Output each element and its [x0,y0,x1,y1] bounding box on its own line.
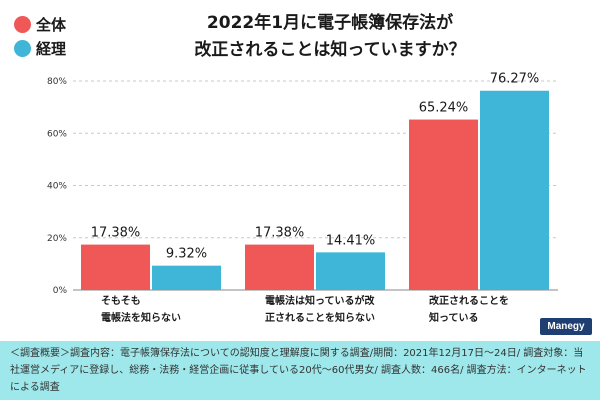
legend-label-accounting: 経理 [36,39,67,58]
data-label: 17.38% [91,226,141,241]
bar [152,265,221,290]
data-label: 76.27% [490,72,540,87]
bar [480,90,549,290]
data-label: 17.38% [255,226,305,241]
bar [316,252,385,290]
x-tick-label: 電帳法は知っているが改 [265,294,375,307]
bar [245,244,314,290]
legend-swatch-overall [14,15,31,33]
x-tick-label: 電帳法を知らない [101,311,181,324]
y-tick-label: 40% [47,182,67,192]
bar [409,119,478,290]
legend-swatch-accounting [14,39,31,57]
y-tick-label: 60% [47,129,67,139]
x-tick-label: 改正されることを [429,294,509,307]
data-label: 14.41% [326,233,376,248]
chart-title-line-2: 改正されることは知っていますか？ [194,40,466,60]
chart-title: 2022年1月に電子帳簿保存法が 改正されることは知っていますか？ [110,10,550,64]
data-label: 65.24% [419,101,469,116]
survey-footer: ＜調査概要＞調査内容：電子帳簿保存法についての認知度と理解度に関する調査/期間：… [0,341,600,400]
x-tick-label: 正されることを知らない [265,311,375,324]
bar-chart: 0% 20% 40% 60% 80% 17.38% 17.38% 65.24% 9.32% 14.… [47,72,558,324]
bar [81,244,150,290]
legend-item-accounting: 経理 [14,36,66,60]
legend: 全体 経理 [14,12,66,60]
x-tick-label: そもそも [101,295,141,307]
legend-label-overall: 全体 [36,15,67,34]
legend-item-overall: 全体 [14,12,66,36]
x-tick-label: 知っている [428,311,479,324]
chart-title-line-1: 2022年1月に電子帳簿保存法が [206,13,454,33]
brand-logo: Manegy [540,318,592,335]
y-tick-label: 80% [47,77,67,87]
data-label: 9.32% [166,247,207,262]
y-tick-label: 20% [47,234,67,244]
y-tick-label: 0% [53,286,68,296]
